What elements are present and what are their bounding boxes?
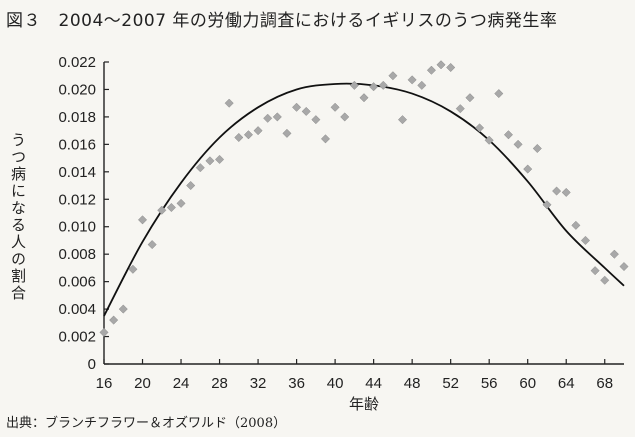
data-point: [397, 115, 408, 125]
x-tick-label: 24: [173, 375, 190, 392]
x-tick-label: 56: [481, 375, 498, 392]
x-tick-label: 52: [442, 375, 459, 392]
x-tick-label: 16: [96, 375, 113, 392]
data-point: [542, 200, 552, 210]
data-point: [359, 93, 369, 103]
data-point: [494, 89, 504, 99]
data-points: [99, 60, 629, 337]
data-point: [215, 154, 225, 165]
data-point: [571, 220, 581, 230]
data-point: [436, 60, 446, 70]
data-point: [503, 130, 513, 140]
y-tick-label: 0.002: [58, 329, 96, 346]
x-ticks: 16 20 24 28 32 36 40 44 48 52 56 60 64 68: [96, 359, 613, 392]
data-point: [272, 112, 282, 122]
y-tick-label: 0.020: [58, 81, 96, 98]
data-point: [369, 82, 379, 92]
data-point: [609, 249, 619, 259]
data-point: [301, 106, 311, 116]
y-tick-label: 0.016: [58, 136, 96, 153]
data-point: [166, 202, 176, 213]
data-point: [330, 102, 340, 112]
x-tick-label: 40: [327, 375, 344, 392]
y-tick-label: 0.018: [58, 109, 96, 126]
y-tick-label: 0.006: [58, 274, 96, 291]
data-point: [320, 134, 331, 144]
y-tick-label: 0.004: [58, 301, 96, 318]
y-tick-label: 0: [88, 356, 96, 373]
data-point: [99, 327, 109, 337]
data-point: [176, 198, 186, 208]
data-point: [619, 261, 629, 272]
data-point: [561, 187, 571, 197]
y-tick-label: 0.008: [58, 246, 96, 263]
data-point: [475, 123, 485, 133]
data-point: [580, 235, 591, 246]
data-point: [552, 186, 562, 196]
data-point: [532, 143, 542, 154]
data-point: [109, 315, 119, 325]
y-tick-label: 0.022: [58, 54, 96, 71]
data-point: [128, 264, 138, 274]
data-point: [455, 104, 465, 114]
data-point: [388, 71, 398, 81]
axes: [103, 62, 624, 365]
data-point: [282, 128, 292, 138]
data-point: [417, 80, 427, 90]
data-point: [224, 98, 234, 108]
y-ticks: 0 0.002 0.004 0.006 0.008 0.010 0.012 0.014 0.01…: [58, 54, 109, 373]
data-point: [600, 275, 610, 285]
y-tick-label: 0.014: [58, 164, 96, 181]
data-point: [137, 215, 148, 225]
data-point: [195, 163, 205, 173]
x-axis-label: 年齢: [349, 395, 379, 413]
y-axis-label: うつ病になる人の割合: [9, 132, 27, 302]
data-point: [484, 135, 494, 145]
data-point: [253, 126, 263, 136]
data-point: [186, 180, 196, 191]
data-point: [407, 75, 417, 85]
x-tick-label: 36: [288, 375, 305, 392]
data-point: [263, 113, 273, 123]
y-tick-label: 0.012: [58, 191, 96, 208]
data-point: [118, 304, 128, 314]
data-point: [311, 115, 321, 125]
data-point: [234, 132, 244, 143]
data-point: [523, 164, 533, 174]
data-point: [590, 266, 600, 276]
x-tick-label: 32: [250, 375, 267, 392]
x-tick-label: 60: [519, 375, 536, 392]
data-point: [147, 240, 157, 250]
data-point: [243, 130, 253, 140]
source-note: 出典：ブランチフラワー＆オズワルド（2008）: [6, 416, 287, 431]
x-tick-label: 28: [211, 375, 228, 392]
x-tick-label: 44: [365, 375, 382, 392]
data-point: [378, 80, 388, 90]
x-tick-label: 68: [596, 375, 613, 392]
data-point: [349, 80, 359, 90]
x-tick-label: 64: [558, 375, 575, 392]
y-tick-label: 0.010: [58, 219, 96, 236]
chart-title: 図３ 2004～2007 年の労働力調査におけるイギリスのうつ病発生率: [6, 11, 558, 31]
data-point: [157, 205, 167, 215]
data-point: [426, 65, 436, 75]
data-point: [513, 139, 523, 149]
data-point: [465, 93, 475, 103]
data-point: [292, 102, 302, 112]
x-tick-label: 48: [404, 375, 421, 392]
data-point: [205, 156, 215, 166]
data-point: [446, 62, 456, 73]
x-tick-label: 20: [134, 375, 151, 392]
data-point: [340, 112, 350, 122]
